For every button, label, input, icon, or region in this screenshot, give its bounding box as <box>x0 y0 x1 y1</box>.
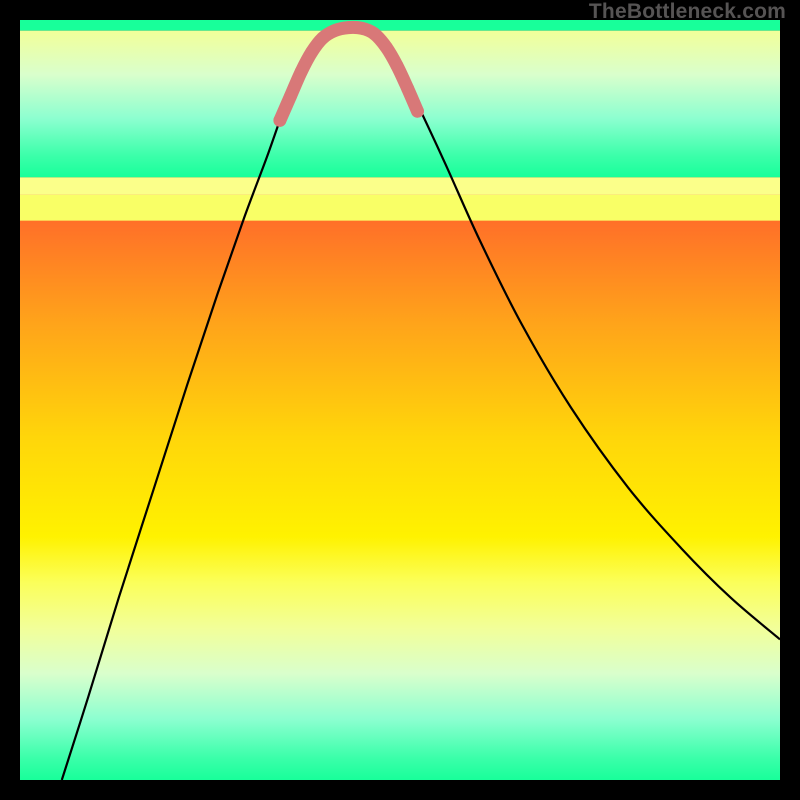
accent-bands <box>20 20 780 221</box>
plot-area <box>20 20 780 780</box>
plot-svg <box>20 20 780 780</box>
canvas-root: TheBottleneck.com <box>0 0 800 800</box>
